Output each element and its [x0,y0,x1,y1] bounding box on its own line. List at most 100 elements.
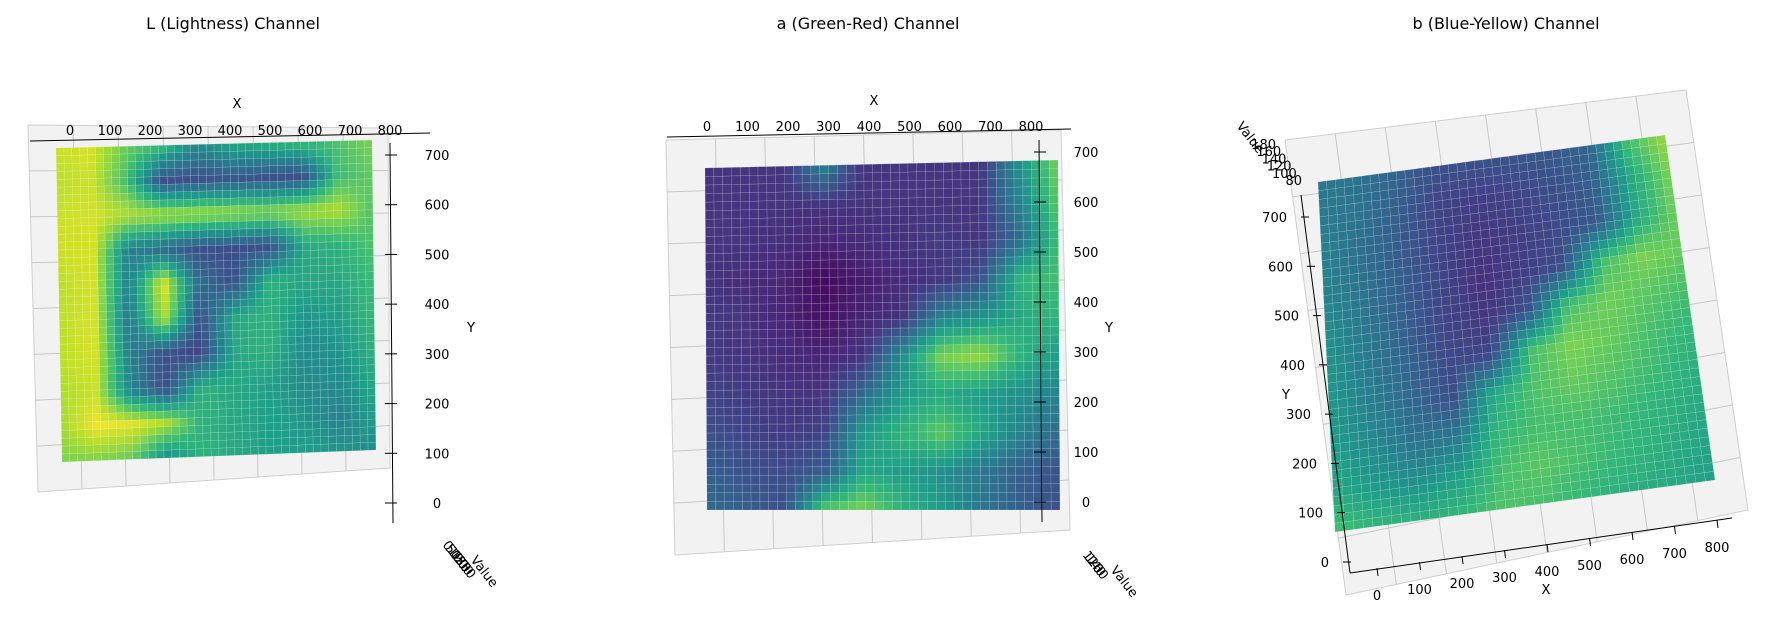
surface-patch [166,176,176,185]
surface-patch [1581,408,1593,420]
surface-patch [1447,497,1459,508]
surface-patch [1528,266,1540,277]
surface-patch [1603,432,1614,443]
surface-patch [1438,384,1450,395]
surface-patch [890,206,900,216]
surface-patch [776,423,787,433]
surface-patch [1420,263,1431,274]
surface-patch [1395,434,1406,445]
surface-patch [1656,336,1668,348]
surface-patch [1619,333,1630,344]
surface-patch [1372,366,1383,378]
surface-patch [784,243,795,253]
surface-patch [142,160,152,170]
surface-patch [1523,302,1534,313]
surface-patch [201,385,211,395]
surface-patch [1610,193,1622,205]
surface-patch [1511,365,1522,376]
surface-patch [85,444,94,454]
surface-patch [107,404,117,414]
surface-patch [1376,286,1387,298]
surface-patch [60,382,69,392]
surface-patch [1499,243,1510,255]
surface-patch [216,291,225,301]
surface-patch [182,183,192,192]
surface-patch [129,310,139,319]
surface-patch [776,355,786,365]
surface-patch [1360,482,1372,494]
surface-patch [969,170,979,180]
surface-patch [731,184,741,194]
surface-patch [1632,296,1644,307]
surface-patch [829,345,839,356]
surface-patch [1403,406,1414,418]
surface-patch [168,261,177,271]
surface-patch [1548,360,1559,371]
surface-patch [1454,470,1466,481]
surface-patch [152,262,162,271]
surface-patch [59,320,68,329]
surface-patch [962,501,973,511]
surface-patch [1338,424,1350,435]
surface-patch [865,406,875,416]
surface-patch [1624,165,1636,176]
surface-patch [364,225,374,234]
surface-patch [1408,229,1419,241]
surface-patch [909,440,919,450]
surface-patch [855,319,866,329]
surface-patch [724,484,734,494]
surface-patch [714,355,725,365]
surface-patch [1353,351,1364,363]
surface-patch [350,349,360,359]
surface-patch [1633,234,1645,245]
surface-patch [89,248,98,258]
surface-patch [357,287,367,296]
surface-patch [1529,363,1541,374]
surface-patch [704,201,715,212]
surface-patch [1398,336,1409,348]
surface-patch [327,365,336,375]
surface-patch [208,284,217,293]
surface-patch [287,320,296,330]
surface-patch [1458,399,1469,410]
surface-patch [855,302,865,312]
surface-patch [935,370,945,381]
surface-patch [847,397,857,407]
surface-patch [1602,203,1614,214]
surface-patch [1032,378,1042,388]
surface-patch [855,276,865,286]
surface-patch [1364,385,1375,396]
surface-patch [295,359,305,368]
surface-patch [297,444,306,454]
surface-patch [358,357,368,366]
surface-patch [1006,422,1016,432]
surface-patch [245,173,255,183]
surface-patch [155,418,164,428]
surface-patch [1634,454,1646,465]
surface-patch [166,144,175,154]
surface-patch [1354,369,1365,380]
x-tick-mark [1419,561,1421,571]
surface-patch [225,361,234,371]
surface-patch [67,327,76,337]
surface-patch [1390,355,1401,367]
surface-patch [978,178,988,189]
surface-patch [367,434,377,443]
surface-patch [1471,230,1482,241]
surface-patch [1351,484,1362,495]
x-tick-label: 300 [1492,571,1517,586]
surface-patch [1470,327,1482,338]
surface-patch [1419,246,1430,257]
surface-patch [1692,455,1704,466]
surface-patch [202,393,211,403]
surface-patch [1545,334,1556,345]
surface-patch [1537,344,1548,355]
surface-patch [241,392,250,401]
surface-patch [1472,247,1484,258]
surface-patch [77,437,86,446]
surface-patch [356,147,365,157]
surface-patch [226,431,235,441]
surface-patch [1634,304,1645,316]
surface-patch [139,434,149,444]
surface-patch [332,171,342,181]
